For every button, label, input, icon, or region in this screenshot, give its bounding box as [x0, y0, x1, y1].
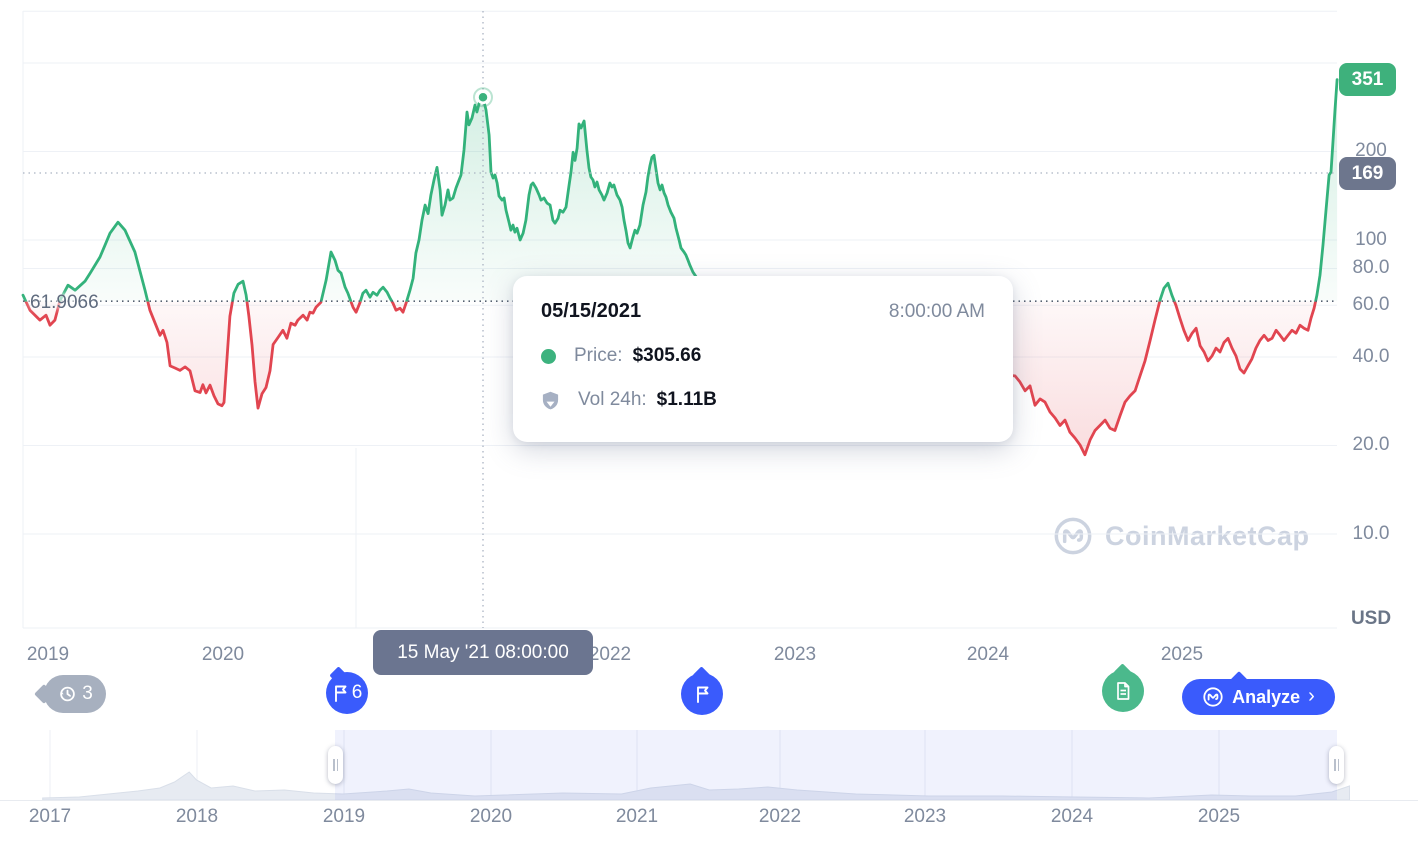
tooltip-vol-value: $1.11B	[656, 389, 717, 410]
history-clock-icon	[60, 686, 76, 702]
area-above-baseline	[23, 79, 1338, 302]
watermark-text: CoinMarketCap	[1105, 520, 1310, 551]
y-tick-40.0: 40.0	[1352, 346, 1390, 367]
nav-year-2021: 2021	[615, 806, 659, 827]
chevron-right-icon: ›	[1308, 684, 1315, 707]
navigator-handle-right[interactable]	[1329, 746, 1344, 784]
price-series-dot-icon	[541, 348, 556, 364]
navigator-axis-line	[0, 800, 1418, 801]
x-tick-2023: 2023	[773, 644, 817, 665]
currency-label: USD	[1350, 608, 1392, 629]
date-flag-tooltip: 15 May '21 08:00:00	[373, 630, 593, 675]
nav-year-2020: 2020	[469, 806, 513, 827]
y-tick-80.0: 80.0	[1352, 257, 1390, 278]
nav-year-2023: 2023	[903, 806, 947, 827]
x-tick-2020: 2020	[201, 644, 245, 665]
history-marker-badge[interactable]: 3	[44, 675, 106, 713]
baseline-price-label: 61.9066	[30, 292, 99, 313]
flag-count: 6	[351, 682, 363, 703]
document-marker-pin[interactable]	[1102, 670, 1144, 712]
tooltip-price-label: Price:	[574, 345, 623, 366]
latest-price-badge: 351	[1339, 63, 1396, 96]
hover-point-marker	[476, 90, 490, 105]
hover-point-ring	[473, 87, 493, 108]
x-tick-2024: 2024	[966, 644, 1010, 665]
price-line-green	[21, 78, 1339, 302]
y-tick-20.0: 20.0	[1352, 434, 1390, 455]
volume-shield-icon	[542, 391, 559, 409]
tooltip-vol-label: Vol 24h:	[578, 389, 647, 410]
nav-year-2017: 2017	[28, 806, 72, 827]
flag-marker-pin[interactable]	[681, 673, 723, 715]
x-tick-2025: 2025	[1160, 644, 1204, 665]
document-icon	[1117, 682, 1130, 700]
tooltip-price-value: $305.66	[632, 345, 702, 366]
navigator-sparkline	[42, 730, 1350, 800]
y-tick-10.0: 10.0	[1352, 523, 1390, 544]
history-count: 3	[82, 683, 93, 704]
coinmarketcap-logo-icon	[1203, 687, 1223, 707]
nav-year-2024: 2024	[1050, 806, 1094, 827]
coinmarketcap-logo-icon	[1054, 517, 1092, 555]
y-tick-100: 100	[1355, 229, 1387, 250]
x-tick-2022: 2022	[588, 644, 632, 665]
y-tick-200: 200	[1355, 140, 1387, 161]
price-line-red	[24, 301, 1317, 457]
flag-icon	[696, 686, 708, 703]
tooltip-date: 05/15/2021	[541, 300, 642, 322]
flag-marker-pin-6[interactable]: 6	[326, 672, 368, 714]
nav-year-2025: 2025	[1197, 806, 1241, 827]
tooltip-time: 8:00:00 AM	[888, 301, 985, 322]
navigator-selected-range[interactable]	[335, 730, 1337, 800]
hover-tooltip-card: 05/15/2021 8:00:00 AM Price: $305.66 Vol…	[513, 276, 1013, 442]
nav-year-2019: 2019	[322, 806, 366, 827]
analyze-label: Analyze	[1232, 686, 1301, 707]
nav-year-2022: 2022	[758, 806, 802, 827]
nav-year-2018: 2018	[175, 806, 219, 827]
range-navigator[interactable]	[0, 730, 1418, 800]
flag-icon	[334, 685, 347, 702]
navigator-handle-left[interactable]	[328, 746, 343, 784]
coinmarketcap-watermark: CoinMarketCap	[1053, 516, 1310, 556]
crosshair-price-badge: 169	[1339, 157, 1396, 190]
analyze-button[interactable]: Analyze ›	[1182, 679, 1335, 715]
x-tick-2019: 2019	[26, 644, 70, 665]
y-tick-60.0: 60.0	[1352, 294, 1390, 315]
